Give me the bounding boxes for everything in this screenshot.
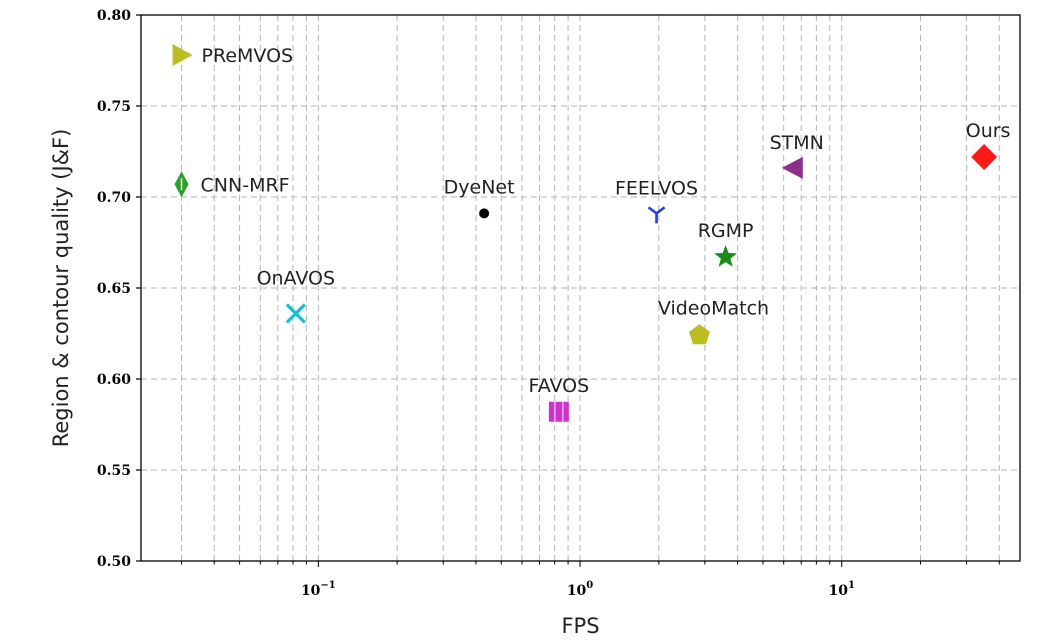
y-tick-label: 0.60 [97,372,131,388]
y-axis-title: Region & contour quality (J&F) [49,129,73,448]
y-tick-label: 0.80 [97,8,131,24]
marker-dyenet [479,208,490,219]
x-tick-label: 10−1 [301,580,336,599]
point-ours: Ours [966,120,1011,170]
point-label-stmn: STMN [770,132,824,154]
y-tick-label: 0.65 [97,281,131,297]
point-label-cnn-mrf: CNN-MRF [201,174,290,196]
point-favos: FAVOS [529,375,590,422]
axis-ticks: 0.50 0.55 0.60 0.65 0.70 0.75 0.80 10−1 100 101 [97,8,1000,599]
point-label-favos: FAVOS [529,375,590,397]
y-tick-label: 0.55 [97,463,131,479]
y-tick-label: 0.75 [97,99,131,115]
plot-frame [140,14,1021,562]
y-tick-label: 0.50 [97,554,131,570]
point-label-videomatch: VideoMatch [658,297,769,319]
point-stmn: STMN [770,132,824,179]
point-label-dyenet: DyeNet [444,176,515,198]
point-dyenet: DyeNet [444,176,515,219]
marker-rgmp [714,245,737,267]
point-onavos: OnAVOS [257,267,335,324]
point-label-ours: Ours [966,120,1011,142]
x-tick-label: 100 [567,580,593,599]
point-premvos: PReMVOS [172,44,294,67]
x-axis-title: FPS [561,614,599,638]
point-rgmp: RGMP [698,220,754,267]
point-label-feelvos: FEELVOS [615,177,698,199]
x-tick-label: 101 [829,580,855,599]
marker-videomatch [689,324,710,345]
marker-ours [971,143,998,170]
marker-premvos [172,44,193,67]
marker-stmn [781,156,803,179]
data-points: PReMVOS CNN-MRF OnAVOS DyeNet FAVOS FEELVOS Vi… [172,44,1011,422]
point-videomatch: VideoMatch [658,297,769,345]
point-label-onavos: OnAVOS [257,267,335,289]
point-feelvos: FEELVOS [615,177,698,224]
marker-favos [548,401,569,422]
point-label-premvos: PReMVOS [202,45,294,67]
point-label-rgmp: RGMP [698,220,754,242]
point-cnn-mrf: CNN-MRF [174,171,290,198]
marker-feelvos [647,206,666,224]
y-tick-label: 0.70 [97,190,131,206]
marker-onavos [285,303,306,324]
marker-favos-lines [554,401,564,422]
